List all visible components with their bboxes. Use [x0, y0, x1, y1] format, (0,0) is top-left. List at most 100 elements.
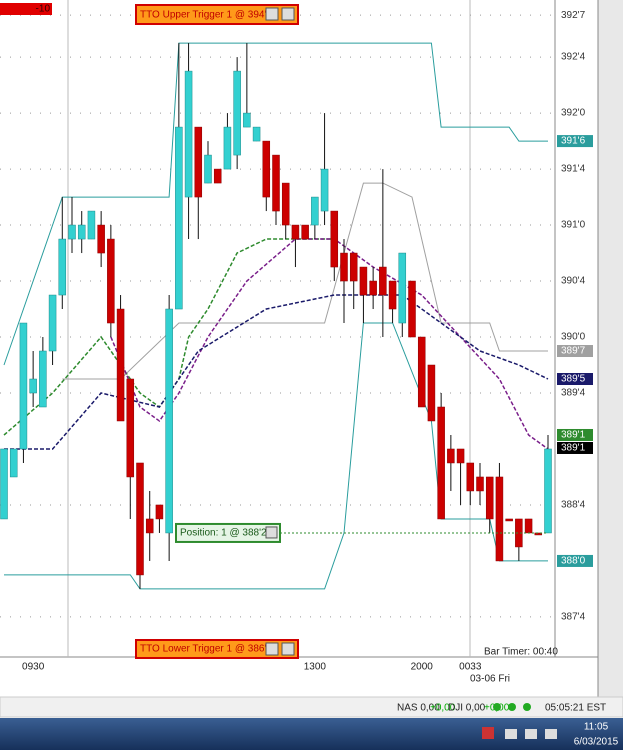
upper-trigger-box[interactable] [135, 4, 299, 25]
candle-body [29, 378, 37, 394]
x-tick-label: 1300 [304, 662, 327, 673]
taskbar [0, 718, 623, 750]
candle-body [437, 406, 445, 520]
candle-body [476, 476, 484, 492]
y-tick-label: 387'4 [561, 612, 586, 623]
candle-body [485, 476, 494, 520]
indicator-line [3, 42, 548, 366]
y-tick-label: 391'4 [561, 164, 586, 175]
tray-icon[interactable] [545, 729, 557, 739]
candle-body [505, 518, 513, 522]
lower-trigger[interactable]: TTO Lower Trigger 1 @ 386'6 [135, 639, 299, 659]
confirm-button[interactable] [265, 7, 279, 21]
candle-body [204, 154, 212, 184]
candle-body [262, 140, 271, 198]
y-tick-label: 391'0 [561, 220, 586, 231]
close-button[interactable] [265, 526, 278, 539]
candle-body [379, 266, 387, 296]
upper-trigger[interactable]: TTO Upper Trigger 1 @ 394'2 [135, 4, 299, 25]
candle-body [175, 126, 183, 310]
candle-body [145, 518, 154, 534]
candle-body [456, 448, 465, 464]
candle-body [194, 126, 203, 198]
candle-body [58, 238, 67, 296]
status-clock: 05:05:21 EST [545, 703, 606, 714]
x-tick-label: 0930 [22, 662, 45, 673]
candle-body [0, 448, 8, 520]
nas: NAS 0,00 [397, 703, 440, 714]
candle-body [213, 168, 222, 184]
candle-body [447, 448, 455, 464]
close-button[interactable] [281, 642, 295, 656]
side-margin [598, 0, 623, 697]
candle-body [97, 224, 105, 254]
candle-body [233, 70, 241, 156]
date-label: 03-06 Fri [470, 674, 510, 685]
nas-change: +0,00 [430, 703, 456, 714]
candle-body [252, 126, 261, 142]
candle-body [417, 336, 426, 408]
y-tick-label: 388'4 [561, 500, 586, 511]
y-tick-label: 390'4 [561, 276, 586, 287]
price-marker-label: 389'1 [561, 430, 586, 441]
status-bar [0, 696, 623, 718]
candle-body [427, 364, 436, 422]
status-dot [493, 703, 501, 711]
taskbar-date: 6/03/2015 [574, 737, 619, 748]
y-tick-label: 392'4 [561, 52, 586, 63]
price-marker-label: 389'5 [561, 374, 586, 385]
candle-body [116, 308, 125, 422]
bar-timer: Bar Timer: 00:40 [484, 647, 558, 658]
position-label: Position: 1 @ 388'2 [180, 528, 267, 539]
lower-trigger-box[interactable] [135, 639, 299, 659]
price-marker [557, 135, 593, 148]
candle-body [291, 224, 300, 240]
confirm-button[interactable] [265, 642, 279, 656]
candle-body [320, 168, 329, 212]
candle-body [107, 238, 115, 324]
indicator-line [4, 322, 548, 590]
price-marker [557, 373, 593, 386]
price-marker [557, 345, 593, 358]
candle-body [184, 70, 193, 198]
candle-body [388, 280, 397, 310]
candle-body [155, 504, 164, 520]
taskbar-time: 11:05 [584, 722, 609, 733]
candle-body [330, 210, 339, 268]
tray-icon[interactable] [482, 727, 494, 739]
upper-trigger-label: TTO Upper Trigger 1 @ 394'2 [140, 10, 272, 21]
tray-icon[interactable] [505, 729, 517, 739]
candle-body [369, 280, 377, 296]
price-marker [557, 441, 593, 454]
indicator-line [4, 294, 549, 450]
candle-body [515, 518, 523, 548]
x-tick-label: 0033 [459, 662, 482, 673]
close-button[interactable] [281, 7, 295, 21]
y-tick-label: 392'7 [561, 10, 586, 21]
lower-trigger-label: TTO Lower Trigger 1 @ 386'6 [140, 644, 272, 655]
candle-body [301, 224, 309, 240]
candle-body [408, 280, 416, 338]
candle-body [48, 294, 57, 352]
x-tick-label: 2000 [411, 662, 434, 673]
y-tick-label: 390'0 [561, 332, 586, 343]
candle-body [223, 126, 232, 170]
status-dot [508, 703, 516, 711]
candle-body [359, 266, 368, 296]
dji: DJI 0,00 [448, 703, 486, 714]
tray-icon[interactable] [525, 729, 537, 739]
candle-body [281, 182, 290, 226]
candle-body [340, 252, 348, 282]
status-dot [523, 703, 531, 711]
candle-body [243, 112, 251, 128]
position-box [175, 522, 281, 543]
candle-body [165, 308, 173, 534]
candle-body [311, 196, 319, 226]
candle-body [495, 476, 504, 562]
candle-body [534, 532, 543, 536]
candle-body [349, 252, 358, 282]
candle-body [68, 224, 76, 240]
candle-body [126, 378, 135, 478]
candle-body [272, 154, 280, 212]
